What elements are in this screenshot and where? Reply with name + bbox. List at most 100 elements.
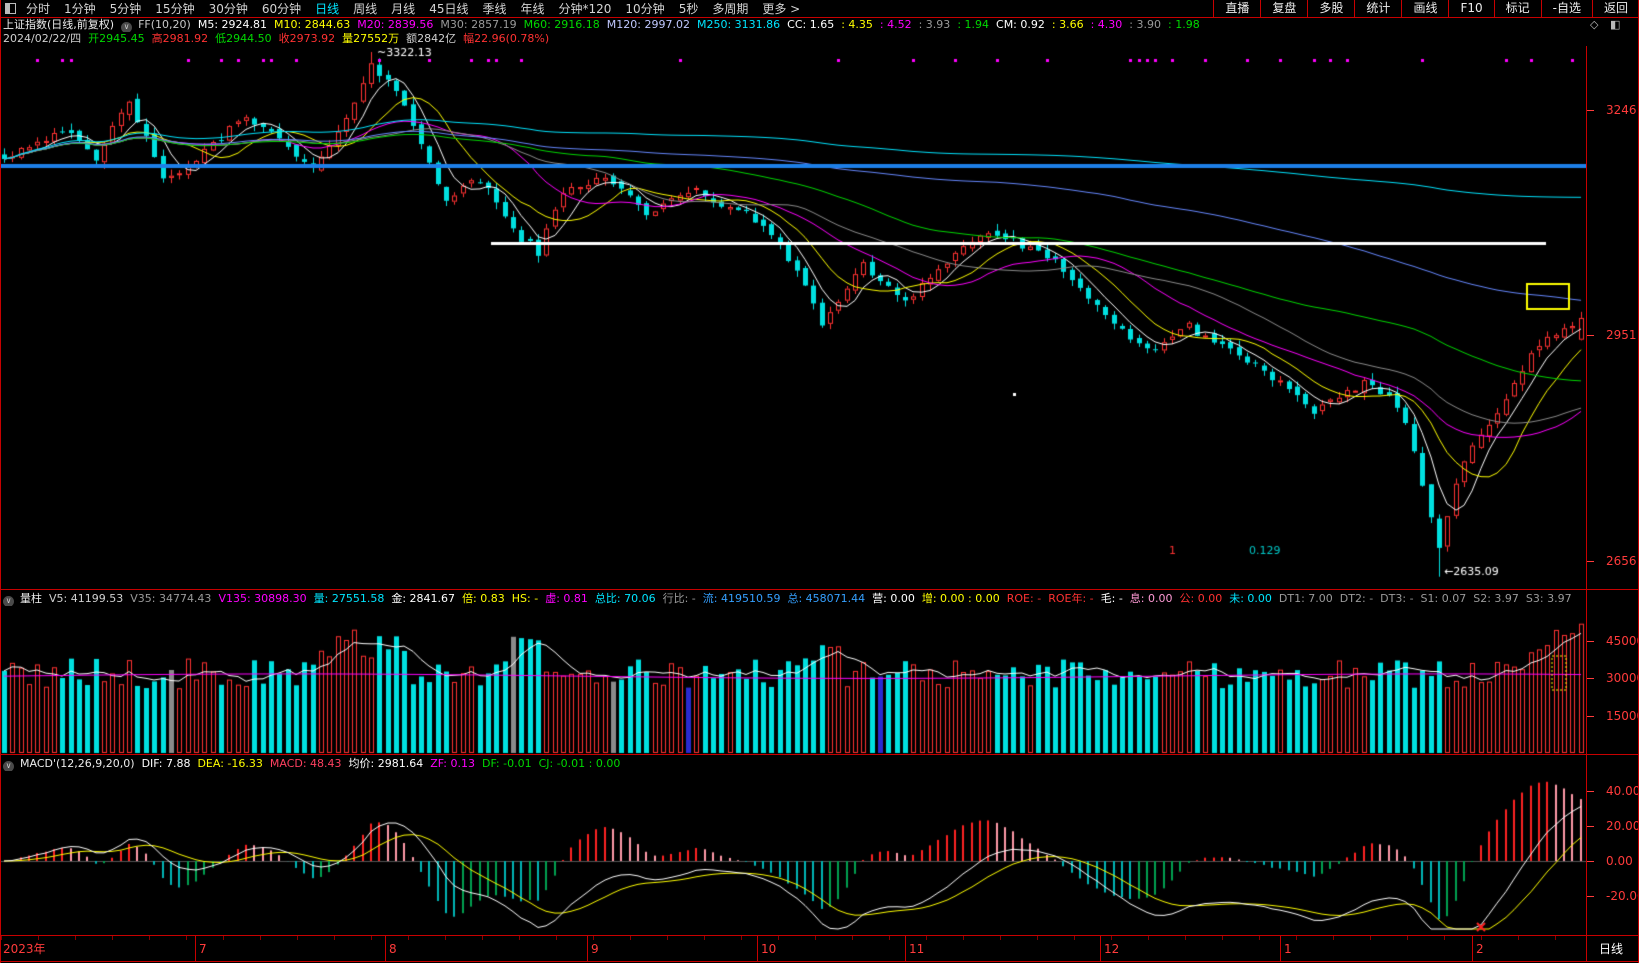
main-candlestick-chart[interactable] (1, 46, 1586, 589)
info-segment: 增: 0.00 : 0.00 (921, 592, 1000, 605)
x-axis-label: 2 (1476, 942, 1484, 956)
y-axis-tick (1587, 335, 1594, 337)
toolbar-button-返回[interactable]: 返回 (1591, 0, 1638, 17)
collapse-icon[interactable]: ∨ (3, 761, 14, 771)
info-segment: DT2: - (1339, 592, 1374, 605)
toolbar-button--自选[interactable]: -自选 (1540, 0, 1592, 17)
info-segment: CM: 0.92 (996, 18, 1045, 31)
macd-chart[interactable] (1, 755, 1586, 935)
panel-icon[interactable]: ◧ (1610, 18, 1621, 31)
info-segment: M30: 2857.19 (440, 18, 517, 31)
info-segment: MACD'(12,26,9,20,0) (20, 757, 135, 770)
volume-chart[interactable] (1, 590, 1586, 754)
info-segment: CC: 1.65 (787, 18, 835, 31)
period-tab-年线[interactable]: 年线 (520, 2, 545, 16)
period-tab-10分钟[interactable]: 10分钟 (625, 2, 665, 16)
period-tab-周线[interactable]: 周线 (353, 2, 378, 16)
info-segment: V5: 41199.53 (49, 592, 124, 605)
month-separator (1100, 936, 1101, 962)
dropdown-icon[interactable]: ∨ (121, 22, 133, 32)
period-tab-季线[interactable]: 季线 (482, 2, 507, 16)
y-axis-tick (1587, 678, 1594, 680)
info-segment: : 1.98 (1168, 18, 1200, 31)
period-tab-5秒[interactable]: 5秒 (678, 2, 699, 16)
info-segment: V135: 30898.30 (218, 592, 307, 605)
toolbar-button-F10[interactable]: F10 (1448, 0, 1493, 17)
info-segment: 总比: 70.06 (594, 592, 656, 605)
x-axis-label: 1 (1284, 942, 1292, 956)
x-axis-label: 10 (761, 942, 777, 956)
toolbar-button-标记[interactable]: 标记 (1493, 0, 1541, 17)
window-icon[interactable] (5, 3, 16, 14)
toolbar-right-buttons: 直播 复盘 多股 统计 画线 F10 标记 -自选 返回 (1213, 0, 1638, 17)
toolbar-button-多股[interactable]: 多股 (1307, 0, 1354, 17)
period-tab-日线[interactable]: 日线 (315, 2, 340, 16)
info-segment: 流: 419510.59 (702, 592, 781, 605)
info-segment: M20: 2839.56 (357, 18, 434, 31)
y-axis-tick (1587, 641, 1594, 643)
period-tab-45日线[interactable]: 45日线 (429, 2, 469, 16)
info-segment: S3: 3.97 (1525, 592, 1572, 605)
period-tab-60分钟[interactable]: 60分钟 (261, 2, 302, 16)
info-segment: 倍: 0.83 (462, 592, 505, 605)
macd-header: ∨ MACD'(12,26,9,20,0) DIF: 7.88 DEA: -16.33… (3, 757, 1583, 771)
info-segment: 未: 0.00 (1229, 592, 1272, 605)
period-tab-15分钟[interactable]: 15分钟 (155, 2, 195, 16)
volume-header: ∨ 量柱 V5: 41199.53 V35: 34774.43 V135: 30898.… (3, 592, 1583, 606)
period-tab-1分钟[interactable]: 1分钟 (64, 2, 96, 16)
info-segment: 开2945.45 (88, 32, 145, 45)
info-segment: DT1: 7.00 (1278, 592, 1333, 605)
x-axis-label: 7 (199, 942, 207, 956)
info-segment: DEA: -16.33 (197, 757, 263, 770)
info-segment: 收2973.92 (278, 32, 336, 45)
period-tab-5分钟[interactable]: 5分钟 (109, 2, 142, 16)
period-tab-分时[interactable]: 分时 (26, 2, 51, 16)
x-axis-label: 9 (591, 942, 599, 956)
info-segment: FF(10,20) (138, 18, 191, 31)
period-tab-月线[interactable]: 月线 (391, 2, 416, 16)
y-axis-tick (1587, 110, 1594, 112)
period-tab-更多 >[interactable]: 更多 > (762, 2, 801, 16)
info-segment: M5: 2924.81 (197, 18, 268, 31)
price-axis-line (1586, 46, 1587, 962)
month-separator (195, 936, 196, 962)
ma-info-bar: 上证指数(日线,前复权) ∨ FF(10,20) M5: 2924.81 M10: 28… (3, 18, 1623, 32)
info-segment: CJ: -0.01 : 0.00 (538, 757, 621, 770)
y-axis-tick (1587, 826, 1594, 827)
y-axis-tick (1587, 861, 1594, 862)
info-segment: 2024/02/22/四 (3, 32, 82, 45)
y-axis-tick (1587, 715, 1594, 717)
separator (1, 754, 1638, 755)
period-tab-多周期[interactable]: 多周期 (712, 2, 749, 16)
period-tab-分钟*120[interactable]: 分钟*120 (558, 2, 612, 16)
info-segment: S1: 0.07 (1420, 592, 1467, 605)
separator (1, 935, 1638, 936)
period-tab-30分钟[interactable]: 30分钟 (208, 2, 248, 16)
info-segment: : 3.90 (1129, 18, 1161, 31)
x-axis-label: 8 (389, 942, 397, 956)
toolbar-button-统计[interactable]: 统计 (1354, 0, 1401, 17)
month-separator (1472, 936, 1473, 962)
collapse-icon[interactable]: ∨ (3, 596, 14, 606)
info-segment: V35: 34774.43 (130, 592, 212, 605)
diamond-icon[interactable]: ◇ (1590, 18, 1599, 31)
info-segment: 上证指数(日线,前复权) (3, 18, 115, 31)
info-segment: M10: 2844.63 (274, 18, 351, 31)
toolbar-button-画线[interactable]: 画线 (1401, 0, 1448, 17)
info-segment: 总: 458071.44 (787, 592, 866, 605)
info-segment: : 4.35 (841, 18, 873, 31)
month-separator (587, 936, 588, 962)
x-axis-label: 2023年 (3, 942, 46, 956)
info-segment: ZF: 0.13 (430, 757, 475, 770)
info-segment: : 4.30 (1090, 18, 1123, 31)
info-segment: 高2981.92 (151, 32, 209, 45)
info-segment: 息: 0.00 (1129, 592, 1173, 605)
toolbar-button-直播[interactable]: 直播 (1213, 0, 1260, 17)
info-segment: 额2842亿 (406, 32, 457, 45)
info-segment: S2: 3.97 (1473, 592, 1519, 605)
y-axis-label: -20.00 (1606, 889, 1638, 903)
info-segment: M120: 2997.02 (606, 18, 690, 31)
toolbar-button-复盘[interactable]: 复盘 (1260, 0, 1307, 17)
info-segment: DT3: - (1380, 592, 1414, 605)
